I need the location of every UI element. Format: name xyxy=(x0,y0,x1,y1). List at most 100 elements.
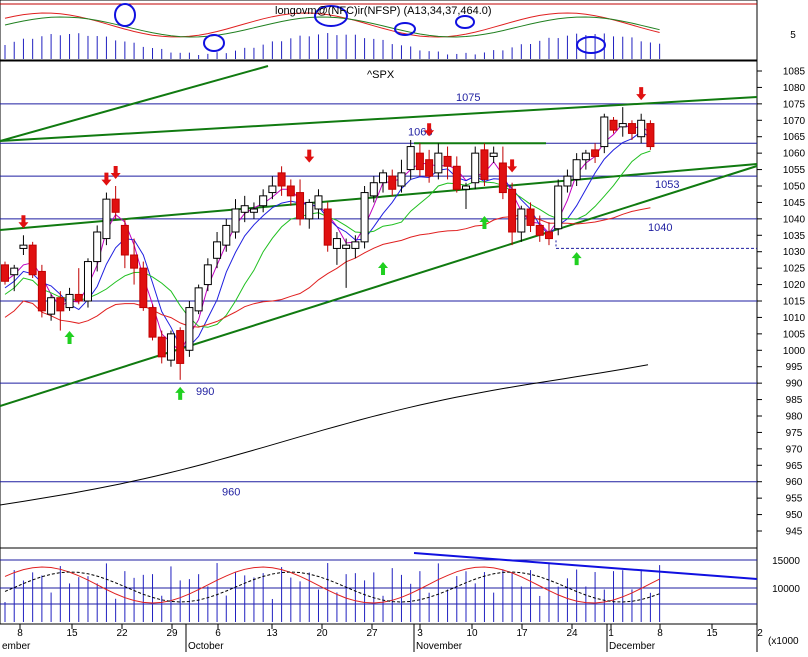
month-label: ember xyxy=(2,641,31,652)
volume-osc-dashed xyxy=(4,571,660,603)
candle-body xyxy=(351,241,360,249)
candle xyxy=(83,258,92,308)
candle-body xyxy=(609,119,618,131)
candle xyxy=(517,205,526,242)
candle-body xyxy=(268,185,277,194)
volume-tick-label: 10000 xyxy=(772,584,800,595)
candle-body xyxy=(627,123,636,134)
volume-osc-red xyxy=(4,566,660,604)
price-tick-label: 1080 xyxy=(783,83,806,94)
buy-arrow xyxy=(64,331,75,344)
candle xyxy=(572,153,581,186)
candle-body xyxy=(508,188,517,233)
candle-body xyxy=(581,152,590,161)
candle-body xyxy=(544,231,553,240)
candle xyxy=(259,189,268,213)
date-tick-label: 3 xyxy=(417,628,423,639)
candle xyxy=(148,304,157,341)
candle-body xyxy=(1,264,9,282)
candle xyxy=(554,179,563,236)
trend-line xyxy=(0,65,269,142)
candle-body xyxy=(19,244,28,249)
date-tick-label: 15 xyxy=(706,628,718,639)
price-tick-label: 1000 xyxy=(783,346,806,357)
top-circle-highlight xyxy=(203,34,225,52)
candle xyxy=(627,120,636,140)
candle xyxy=(203,258,212,292)
candle xyxy=(28,241,37,278)
top-green-line xyxy=(4,16,660,38)
candle-body xyxy=(480,149,489,180)
candle-body xyxy=(397,172,406,187)
candle xyxy=(10,264,19,292)
candle-body xyxy=(120,224,129,256)
candle-body xyxy=(369,182,378,197)
price-tick-label: 1025 xyxy=(783,264,806,275)
candle-body xyxy=(342,244,351,249)
month-label: October xyxy=(188,641,224,652)
date-tick-label: 27 xyxy=(366,628,378,639)
candle-body xyxy=(434,152,443,174)
top-circle-highlight xyxy=(314,5,348,27)
ma-red xyxy=(4,207,651,328)
candle-body xyxy=(618,123,627,128)
candle xyxy=(462,182,470,209)
candle-body xyxy=(277,172,286,187)
top-panel-title: longovm@(NFC)ir(NFSP) (A13,34,37,464.0) xyxy=(275,5,492,17)
axes: 945 950 955 960 965 970 975 980 985 990 995 1000 100… xyxy=(0,67,806,652)
top-indicator-panel xyxy=(0,3,757,59)
candle xyxy=(194,284,203,315)
sell-arrow xyxy=(304,149,315,163)
candle-body xyxy=(637,119,646,138)
candle-body xyxy=(305,201,314,220)
candle xyxy=(222,218,231,252)
month-label: December xyxy=(609,641,656,652)
candle xyxy=(65,287,74,311)
candle xyxy=(452,156,461,193)
price-tick-label: 965 xyxy=(786,461,803,472)
candle xyxy=(508,182,517,246)
candle-body xyxy=(286,185,295,197)
date-tick-label: 22 xyxy=(116,628,128,639)
candle xyxy=(388,169,397,196)
date-tick-label: 2 xyxy=(757,628,763,639)
candle-body xyxy=(314,195,323,210)
candle xyxy=(526,202,535,232)
price-tick-label: 1010 xyxy=(783,313,806,324)
candle xyxy=(480,143,489,186)
price-tick-label: 1085 xyxy=(783,67,806,78)
candle-body xyxy=(379,172,388,184)
candle xyxy=(609,117,618,134)
price-tick-label: 985 xyxy=(786,395,803,406)
candle xyxy=(314,189,323,219)
candle-body xyxy=(489,152,498,157)
date-tick-label: 15 xyxy=(66,628,78,639)
candle xyxy=(19,235,28,255)
date-tick-label: 24 xyxy=(566,628,578,639)
candle xyxy=(47,294,56,321)
candle-body xyxy=(323,208,332,246)
candle xyxy=(600,113,609,154)
price-tick-label: 945 xyxy=(786,527,803,538)
candle-body xyxy=(10,267,19,276)
candle-body xyxy=(332,238,341,249)
candle xyxy=(130,238,139,285)
sell-arrow xyxy=(636,87,647,101)
price-tick-label: 980 xyxy=(786,412,803,423)
candle xyxy=(489,146,498,163)
candle xyxy=(240,195,249,223)
top-panel-tick: 5 xyxy=(790,30,796,41)
candle-body xyxy=(259,195,268,207)
candle xyxy=(443,146,452,180)
candle xyxy=(185,301,194,357)
candle xyxy=(637,113,646,144)
candle-body xyxy=(37,270,46,312)
candle xyxy=(286,179,295,206)
price-panel-frame xyxy=(0,60,758,549)
candle-body xyxy=(157,336,166,358)
candle-body xyxy=(213,241,222,259)
level-label: 1075 xyxy=(456,92,480,104)
candle-body xyxy=(526,208,535,226)
candle xyxy=(166,330,175,367)
candle-body xyxy=(166,333,175,361)
